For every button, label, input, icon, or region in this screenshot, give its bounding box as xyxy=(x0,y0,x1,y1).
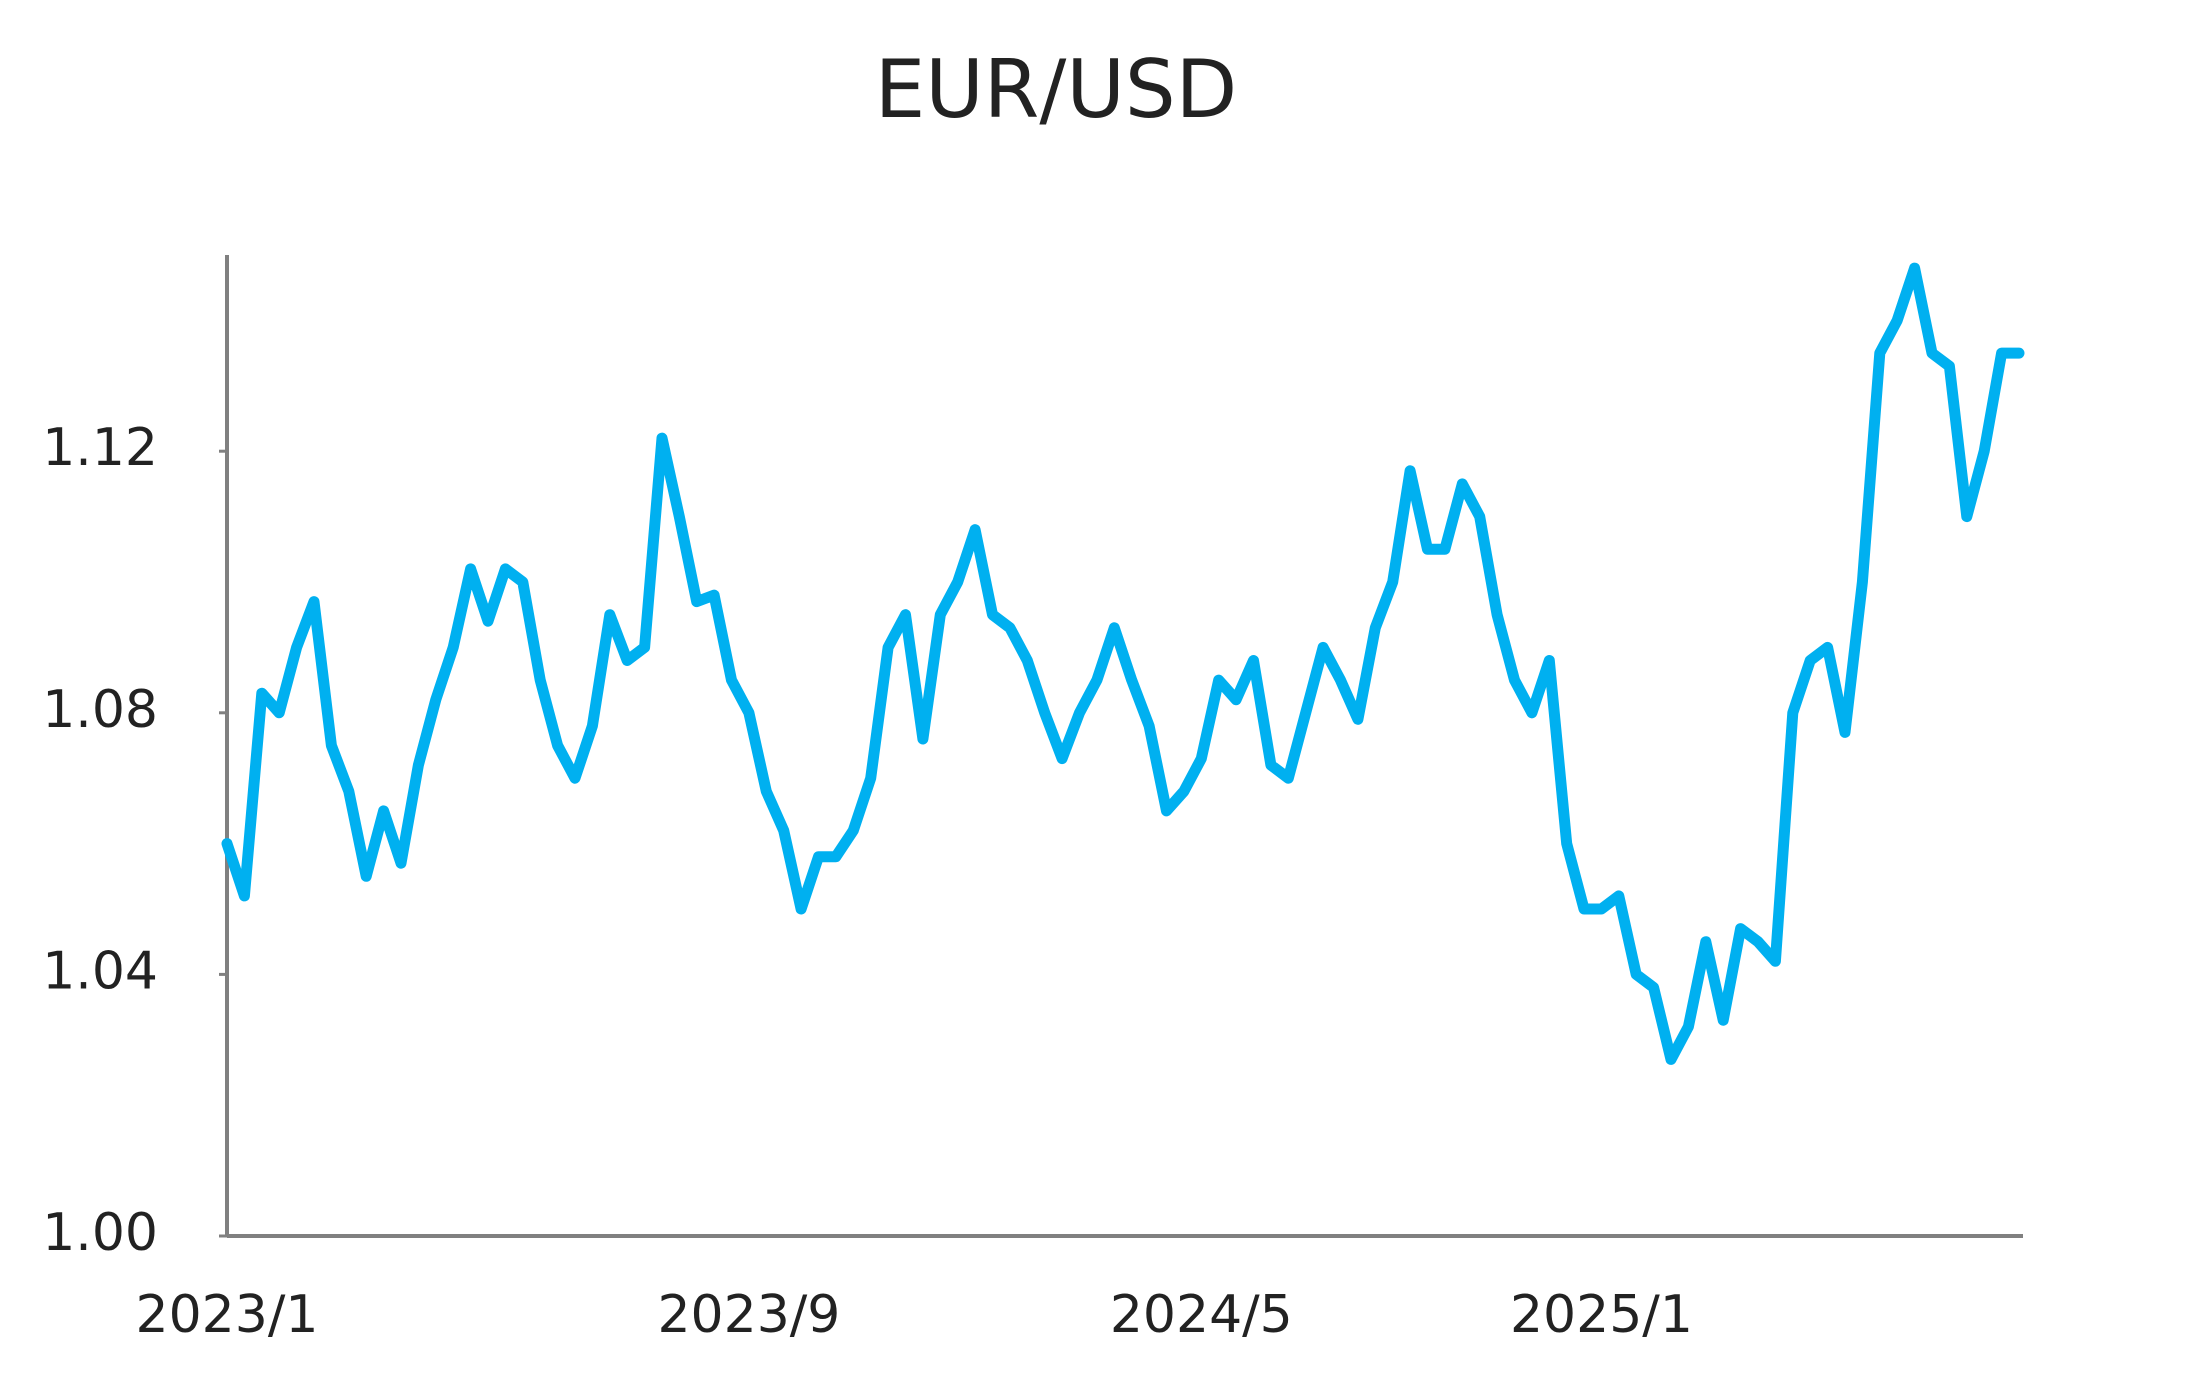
x-tick-label: 2025/1 xyxy=(1510,1285,1693,1345)
chart-title: EUR/USD xyxy=(875,43,1238,136)
x-tick-label: 2023/9 xyxy=(657,1285,840,1345)
x-tick-label: 2024/5 xyxy=(1110,1285,1293,1345)
y-tick-label: 1.08 xyxy=(42,680,158,740)
y-tick-label: 1.04 xyxy=(42,941,158,1001)
line-series xyxy=(221,262,2025,1065)
y-tick-label: 1.00 xyxy=(42,1203,158,1263)
y-tick-label: 1.12 xyxy=(42,418,158,478)
x-tick-label: 2023/1 xyxy=(136,1285,319,1345)
